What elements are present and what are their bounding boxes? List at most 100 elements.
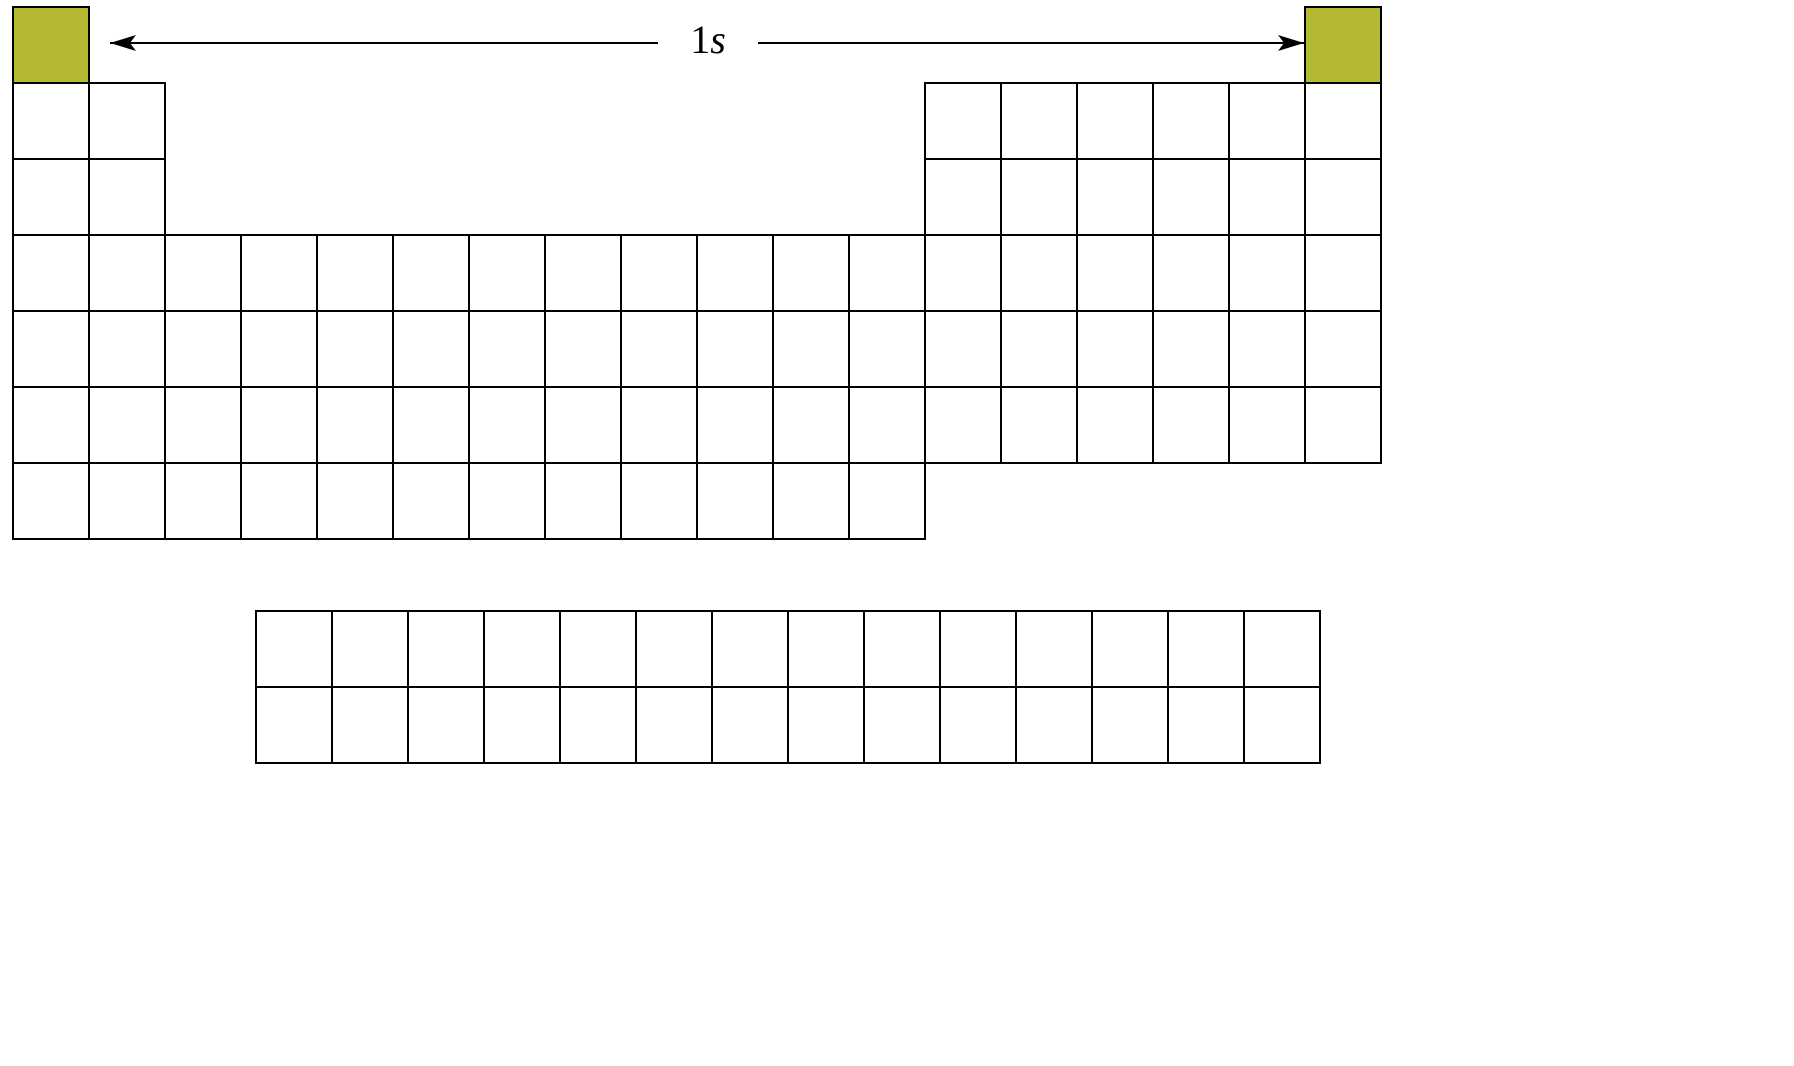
periodic-cell	[1243, 686, 1321, 764]
periodic-cell	[939, 610, 1017, 688]
periodic-cell	[12, 310, 90, 388]
periodic-cell	[164, 310, 242, 388]
periodic-cell	[696, 310, 774, 388]
periodic-cell	[544, 462, 622, 540]
periodic-cell	[559, 686, 637, 764]
arrow-right-icon	[1278, 33, 1304, 53]
periodic-cell	[924, 386, 1002, 464]
periodic-cell	[696, 386, 774, 464]
periodic-cell	[1304, 386, 1382, 464]
periodic-cell	[848, 234, 926, 312]
periodic-cell	[1076, 234, 1154, 312]
periodic-cell	[939, 686, 1017, 764]
periodic-cell	[88, 462, 166, 540]
periodic-cell	[924, 234, 1002, 312]
periodic-cell	[392, 310, 470, 388]
periodic-cell	[787, 686, 865, 764]
periodic-cell	[848, 462, 926, 540]
periodic-cell	[544, 234, 622, 312]
periodic-cell	[12, 462, 90, 540]
arrow-left-icon	[110, 33, 136, 53]
periodic-cell	[255, 610, 333, 688]
periodic-cell	[1000, 82, 1078, 160]
periodic-cell	[12, 6, 90, 84]
periodic-cell	[1091, 686, 1169, 764]
periodic-cell	[331, 686, 409, 764]
periodic-cell	[1304, 82, 1382, 160]
periodic-cell	[164, 462, 242, 540]
periodic-cell	[863, 686, 941, 764]
periodic-cell	[772, 234, 850, 312]
periodic-cell	[468, 234, 546, 312]
periodic-cell	[316, 234, 394, 312]
periodic-cell	[635, 610, 713, 688]
periodic-cell	[88, 234, 166, 312]
orbital-label-number: 1	[690, 17, 710, 62]
periodic-cell	[1167, 610, 1245, 688]
periodic-cell	[88, 386, 166, 464]
periodic-cell	[696, 462, 774, 540]
periodic-cell	[787, 610, 865, 688]
periodic-cell	[1304, 310, 1382, 388]
periodic-table-diagram: 1s	[0, 0, 1794, 1066]
periodic-cell	[164, 386, 242, 464]
periodic-cell	[1000, 386, 1078, 464]
periodic-cell	[1000, 310, 1078, 388]
periodic-cell	[255, 686, 333, 764]
periodic-cell	[848, 386, 926, 464]
periodic-cell	[544, 386, 622, 464]
periodic-cell	[620, 386, 698, 464]
periodic-cell	[88, 82, 166, 160]
periodic-cell	[88, 158, 166, 236]
periodic-cell	[1076, 386, 1154, 464]
periodic-cell	[12, 386, 90, 464]
periodic-cell	[1167, 686, 1245, 764]
periodic-cell	[316, 462, 394, 540]
periodic-cell	[1152, 386, 1230, 464]
periodic-cell	[240, 386, 318, 464]
periodic-cell	[1228, 82, 1306, 160]
periodic-cell	[1152, 82, 1230, 160]
periodic-cell	[620, 310, 698, 388]
periodic-cell	[392, 234, 470, 312]
periodic-cell	[863, 610, 941, 688]
periodic-cell	[1076, 158, 1154, 236]
periodic-cell	[240, 310, 318, 388]
periodic-cell	[392, 462, 470, 540]
periodic-cell	[240, 234, 318, 312]
orbital-span-line-right	[758, 42, 1304, 44]
periodic-cell	[1076, 310, 1154, 388]
periodic-cell	[12, 234, 90, 312]
periodic-cell	[392, 386, 470, 464]
periodic-cell	[1228, 234, 1306, 312]
periodic-cell	[544, 310, 622, 388]
periodic-cell	[924, 158, 1002, 236]
periodic-cell	[1015, 686, 1093, 764]
periodic-cell	[1228, 158, 1306, 236]
periodic-cell	[620, 234, 698, 312]
orbital-span-line-left	[110, 42, 658, 44]
periodic-cell	[12, 82, 90, 160]
periodic-cell	[240, 462, 318, 540]
periodic-cell	[1304, 6, 1382, 84]
periodic-cell	[1304, 158, 1382, 236]
periodic-cell	[164, 234, 242, 312]
periodic-cell	[483, 686, 561, 764]
periodic-cell	[1091, 610, 1169, 688]
periodic-cell	[1228, 386, 1306, 464]
periodic-cell	[316, 310, 394, 388]
periodic-cell	[1000, 234, 1078, 312]
periodic-cell	[468, 310, 546, 388]
periodic-cell	[483, 610, 561, 688]
orbital-label: 1s	[658, 16, 758, 63]
periodic-cell	[1243, 610, 1321, 688]
periodic-cell	[696, 234, 774, 312]
periodic-cell	[12, 158, 90, 236]
periodic-cell	[468, 462, 546, 540]
periodic-cell	[772, 462, 850, 540]
periodic-cell	[559, 610, 637, 688]
periodic-cell	[1304, 234, 1382, 312]
periodic-cell	[620, 462, 698, 540]
periodic-cell	[924, 82, 1002, 160]
periodic-cell	[1000, 158, 1078, 236]
